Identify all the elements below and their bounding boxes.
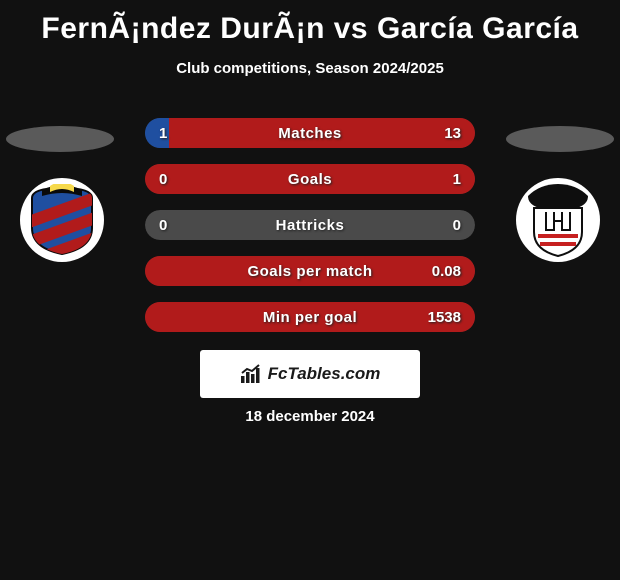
page-title: FernÃ¡ndez DurÃ¡n vs García García — [0, 0, 620, 46]
stat-label: Goals — [145, 164, 475, 194]
stat-row: Goals per match0.08 — [145, 256, 475, 286]
stat-value-right: 13 — [430, 118, 475, 148]
stat-value-right: 0.08 — [418, 256, 475, 286]
stat-row: Goals0 1 — [145, 164, 475, 194]
stat-value-left: 1 — [145, 118, 181, 148]
stat-value-right: 1538 — [414, 302, 475, 332]
stat-value-left: 0 — [145, 164, 181, 194]
stat-label: Matches — [145, 118, 475, 148]
chart-icon — [240, 364, 262, 384]
stat-row: Min per goal1538 — [145, 302, 475, 332]
watermark: FcTables.com — [200, 350, 420, 398]
subtitle: Club competitions, Season 2024/2025 — [0, 60, 620, 77]
stat-value-left: 0 — [145, 210, 181, 240]
stat-row: Hattricks0 0 — [145, 210, 475, 240]
stats-bars: Matches113Goals01Hattricks00Goals per ma… — [0, 118, 620, 348]
comparison-infographic: FernÃ¡ndez DurÃ¡n vs García García Club … — [0, 0, 620, 580]
stat-row: Matches1 13 — [145, 118, 475, 148]
stat-value-right: 0 — [439, 210, 475, 240]
watermark-text: FcTables.com — [268, 364, 381, 384]
stat-label: Hattricks — [145, 210, 475, 240]
date-text: 18 december 2024 — [0, 408, 620, 425]
stat-value-right: 1 — [439, 164, 475, 194]
